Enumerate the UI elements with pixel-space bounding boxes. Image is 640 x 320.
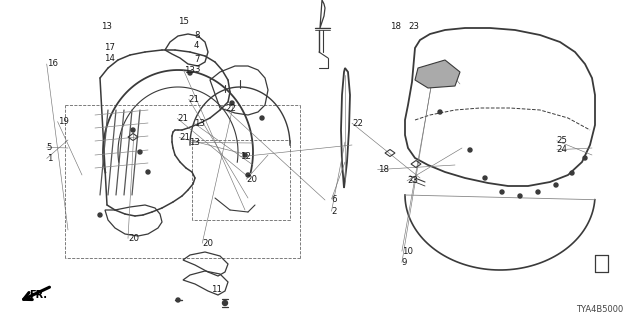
Circle shape [554, 183, 558, 187]
Text: 20: 20 [202, 239, 213, 248]
Text: 13: 13 [194, 119, 205, 128]
Text: TYA4B5000: TYA4B5000 [576, 306, 623, 315]
Text: 13: 13 [189, 138, 200, 147]
Circle shape [230, 101, 234, 105]
Text: 13: 13 [101, 22, 112, 31]
Text: 22: 22 [225, 104, 236, 113]
Text: 2: 2 [332, 207, 337, 216]
Text: 11: 11 [211, 285, 222, 294]
Circle shape [243, 153, 247, 157]
Circle shape [138, 150, 142, 154]
Text: 17: 17 [104, 43, 115, 52]
Text: 8: 8 [194, 31, 200, 40]
Text: 21: 21 [177, 114, 188, 123]
Text: 6: 6 [332, 195, 337, 204]
Text: 19: 19 [58, 117, 68, 126]
Circle shape [146, 170, 150, 174]
Text: 10: 10 [402, 247, 413, 256]
Circle shape [246, 173, 250, 177]
Circle shape [438, 110, 442, 114]
Circle shape [188, 71, 192, 75]
Text: 22: 22 [352, 119, 363, 128]
Circle shape [500, 190, 504, 194]
Text: 16: 16 [47, 60, 58, 68]
Circle shape [223, 300, 227, 306]
Text: 14: 14 [104, 54, 115, 63]
Text: 3: 3 [194, 65, 200, 74]
Text: 25: 25 [557, 136, 568, 145]
Text: 23: 23 [407, 176, 418, 185]
Text: 5: 5 [47, 143, 52, 152]
Circle shape [536, 190, 540, 194]
Text: 20: 20 [128, 234, 139, 243]
Circle shape [131, 128, 135, 132]
Text: 18: 18 [378, 165, 388, 174]
Text: 18: 18 [390, 22, 401, 31]
Text: 21: 21 [179, 133, 190, 142]
Text: FR.: FR. [29, 290, 47, 300]
Circle shape [518, 194, 522, 198]
Text: 21: 21 [189, 95, 200, 104]
Polygon shape [415, 60, 460, 88]
Circle shape [570, 171, 574, 175]
Circle shape [468, 148, 472, 152]
Circle shape [483, 176, 487, 180]
Text: 9: 9 [402, 258, 407, 267]
Circle shape [260, 116, 264, 120]
Circle shape [98, 213, 102, 217]
Circle shape [583, 156, 587, 160]
Text: 24: 24 [557, 145, 568, 154]
Text: 15: 15 [178, 17, 189, 26]
Text: 4: 4 [194, 41, 200, 50]
Text: 20: 20 [246, 175, 257, 184]
Text: 12: 12 [240, 152, 251, 161]
Text: 23: 23 [408, 22, 419, 31]
Text: 7: 7 [194, 55, 200, 64]
Text: 1: 1 [47, 154, 52, 163]
Circle shape [176, 298, 180, 302]
Text: 13: 13 [184, 66, 195, 75]
